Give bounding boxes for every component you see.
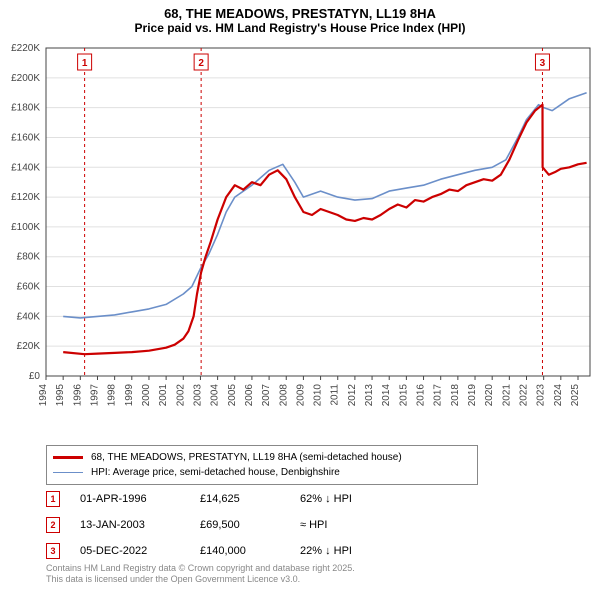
svg-text:2025: 2025 xyxy=(570,384,581,407)
svg-text:3: 3 xyxy=(540,58,546,69)
table-row: 3 05-DEC-2022 £140,000 22% ↓ HPI xyxy=(46,538,486,564)
table-row: 2 13-JAN-2003 £69,500 ≈ HPI xyxy=(46,512,486,538)
transaction-date: 13-JAN-2003 xyxy=(80,519,180,531)
svg-text:£140K: £140K xyxy=(11,162,40,173)
svg-text:1: 1 xyxy=(82,58,88,69)
svg-text:2008: 2008 xyxy=(278,384,289,407)
svg-text:£20K: £20K xyxy=(17,341,41,352)
svg-text:£160K: £160K xyxy=(11,132,40,143)
transaction-table: 1 01-APR-1996 £14,625 62% ↓ HPI 2 13-JAN-2003… xyxy=(46,486,486,564)
svg-text:2005: 2005 xyxy=(227,384,238,407)
svg-text:2003: 2003 xyxy=(192,384,203,407)
svg-text:£40K: £40K xyxy=(17,311,41,322)
transaction-price: £14,625 xyxy=(200,493,280,505)
svg-text:2016: 2016 xyxy=(416,384,427,407)
svg-text:2011: 2011 xyxy=(330,384,341,406)
svg-text:£180K: £180K xyxy=(11,103,40,114)
svg-text:2: 2 xyxy=(198,58,204,69)
price-chart: £0 £20K £40K £60K £80K £100K £120K £140K £160K £1… xyxy=(0,40,600,440)
svg-text:2017: 2017 xyxy=(433,384,444,407)
transaction-price: £69,500 xyxy=(200,519,280,531)
transaction-delta: 62% ↓ HPI xyxy=(300,493,390,505)
legend-item: HPI: Average price, semi-detached house,… xyxy=(53,465,471,480)
svg-text:2012: 2012 xyxy=(347,384,358,407)
svg-text:2023: 2023 xyxy=(536,384,547,407)
svg-text:2002: 2002 xyxy=(175,384,186,407)
svg-text:£120K: £120K xyxy=(11,192,40,203)
svg-text:2022: 2022 xyxy=(519,384,530,407)
legend-item: 68, THE MEADOWS, PRESTATYN, LL19 8HA (se… xyxy=(53,450,471,465)
svg-text:2006: 2006 xyxy=(244,384,255,407)
svg-text:2000: 2000 xyxy=(141,384,152,407)
legend-swatch xyxy=(53,472,83,474)
table-row: 1 01-APR-1996 £14,625 62% ↓ HPI xyxy=(46,486,486,512)
svg-text:£100K: £100K xyxy=(11,222,40,233)
svg-text:2007: 2007 xyxy=(261,384,272,407)
attribution-footer: Contains HM Land Registry data © Crown c… xyxy=(46,563,355,586)
title-subtitle: Price paid vs. HM Land Registry's House … xyxy=(0,21,600,35)
svg-text:2019: 2019 xyxy=(467,384,478,407)
svg-text:£60K: £60K xyxy=(17,282,41,293)
legend-swatch xyxy=(53,456,83,458)
svg-text:2013: 2013 xyxy=(364,384,375,407)
svg-text:1996: 1996 xyxy=(72,384,83,407)
transaction-delta: ≈ HPI xyxy=(300,519,390,531)
svg-text:1994: 1994 xyxy=(38,384,49,407)
transaction-marker: 3 xyxy=(46,543,60,559)
transaction-marker: 1 xyxy=(46,491,60,507)
chart-legend: 68, THE MEADOWS, PRESTATYN, LL19 8HA (se… xyxy=(46,445,478,485)
transaction-date: 05-DEC-2022 xyxy=(80,545,180,557)
svg-text:1999: 1999 xyxy=(124,384,135,407)
svg-text:2009: 2009 xyxy=(295,384,306,407)
svg-text:1998: 1998 xyxy=(107,384,118,407)
svg-text:2010: 2010 xyxy=(313,384,324,407)
transaction-marker: 2 xyxy=(46,517,60,533)
svg-text:2020: 2020 xyxy=(484,384,495,407)
svg-text:1997: 1997 xyxy=(89,384,100,407)
svg-text:£0: £0 xyxy=(29,371,41,382)
svg-text:2018: 2018 xyxy=(450,384,461,407)
svg-text:2015: 2015 xyxy=(398,384,409,407)
svg-text:1995: 1995 xyxy=(55,384,66,407)
svg-text:£220K: £220K xyxy=(11,43,40,54)
svg-text:2021: 2021 xyxy=(501,384,512,407)
title-address: 68, THE MEADOWS, PRESTATYN, LL19 8HA xyxy=(0,6,600,21)
transaction-delta: 22% ↓ HPI xyxy=(300,545,390,557)
svg-text:2024: 2024 xyxy=(553,384,564,407)
svg-text:£80K: £80K xyxy=(17,252,41,263)
svg-text:£200K: £200K xyxy=(11,73,40,84)
svg-text:2014: 2014 xyxy=(381,384,392,407)
transaction-price: £140,000 xyxy=(200,545,280,557)
svg-text:2001: 2001 xyxy=(158,384,169,407)
legend-label: 68, THE MEADOWS, PRESTATYN, LL19 8HA (se… xyxy=(91,450,402,465)
footer-line2: This data is licensed under the Open Gov… xyxy=(46,574,355,586)
legend-label: HPI: Average price, semi-detached house,… xyxy=(91,465,340,480)
transaction-date: 01-APR-1996 xyxy=(80,493,180,505)
chart-title: 68, THE MEADOWS, PRESTATYN, LL19 8HA Pri… xyxy=(0,0,600,35)
svg-text:2004: 2004 xyxy=(210,384,221,407)
footer-line1: Contains HM Land Registry data © Crown c… xyxy=(46,563,355,575)
